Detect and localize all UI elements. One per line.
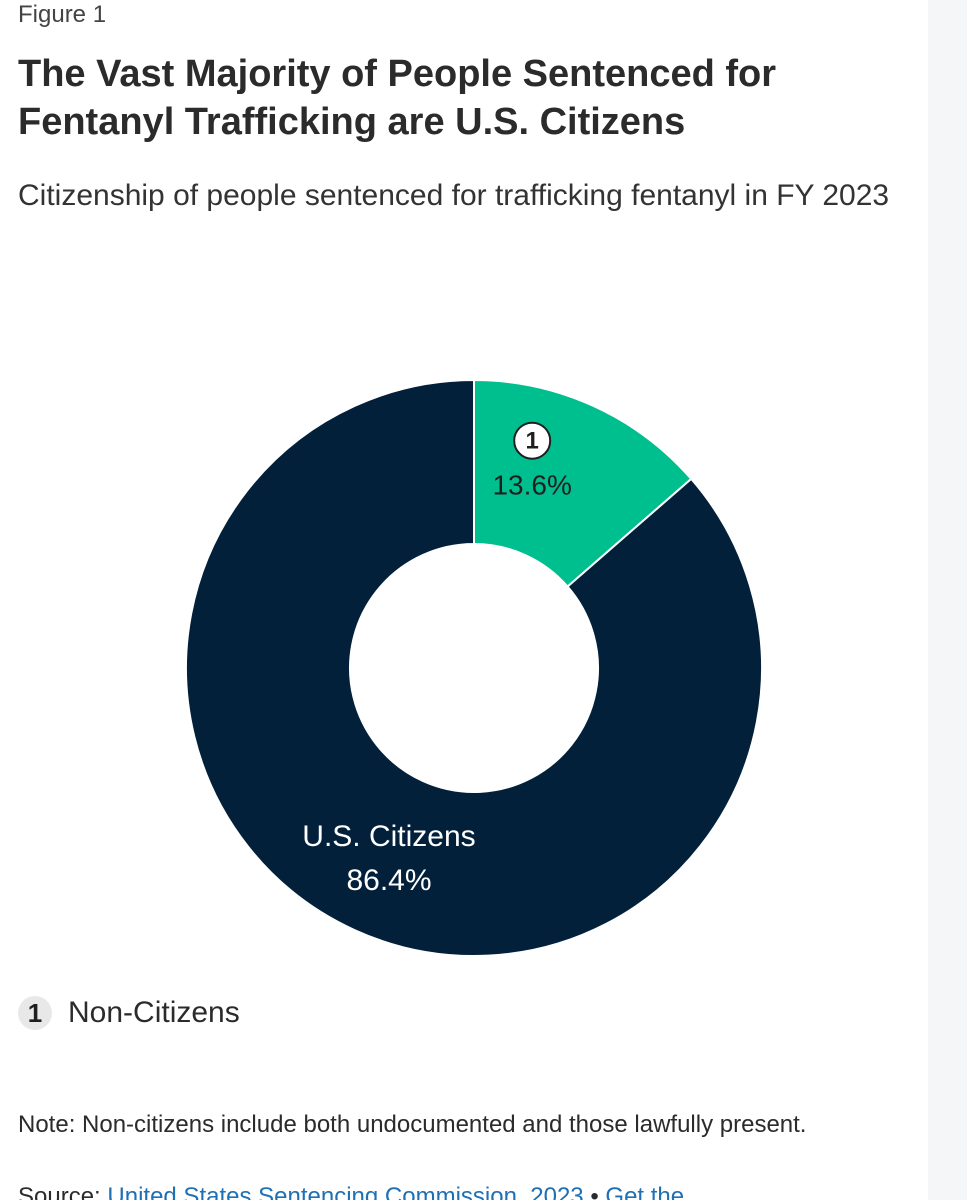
legend-label: Non-Citizens bbox=[68, 996, 240, 1029]
donut-slices bbox=[185, 378, 763, 957]
source-prefix: Source: bbox=[18, 1183, 108, 1200]
chart-note: Note: Non-citizens include both undocume… bbox=[18, 1111, 807, 1138]
chart-card: Figure 1 The Vast Majority of People Sen… bbox=[18, 1, 918, 1200]
figure-label: Figure 1 bbox=[18, 1, 107, 28]
source-link[interactable]: United States Sentencing Commission, 202… bbox=[107, 1183, 584, 1200]
get-data-link[interactable]: Get the bbox=[605, 1183, 685, 1200]
donut-chart: 1 13.6% U.S. Citizens 86.4% bbox=[185, 378, 763, 957]
chart-title: The Vast Majority of People Sentenced fo… bbox=[18, 53, 777, 143]
source-separator: • bbox=[583, 1183, 606, 1200]
slice-marker-label: 1 bbox=[526, 428, 539, 455]
slice-name-u-s-citizens: U.S. Citizens bbox=[302, 820, 475, 853]
legend: 1 Non-Citizens bbox=[18, 996, 240, 1030]
chart-source: Source: United States Sentencing Commiss… bbox=[18, 1180, 918, 1200]
slice-marker-badge bbox=[513, 421, 552, 460]
chart-subtitle: Citizenship of people sentenced for traf… bbox=[18, 179, 890, 212]
slice-u-s-citizens bbox=[185, 378, 763, 957]
donut-labels: 1 13.6% U.S. Citizens 86.4% bbox=[302, 421, 572, 897]
legend-badge: 1 bbox=[18, 996, 52, 1030]
slice-value-u-s-citizens: 86.4% bbox=[346, 864, 431, 897]
slice-value-non-citizens: 13.6% bbox=[492, 470, 571, 501]
